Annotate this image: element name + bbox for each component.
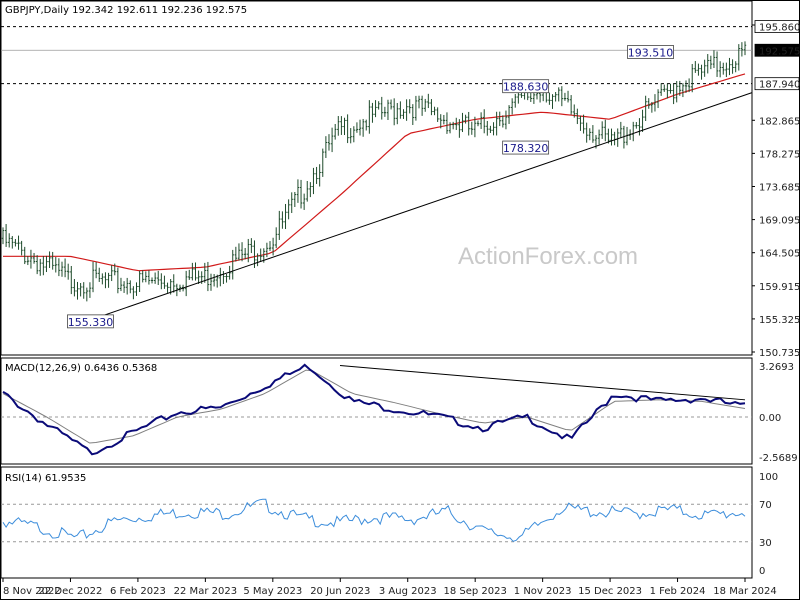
price-y-ticks: 196.770195.860192.575187.940182.865178.2… [752, 20, 800, 359]
price-y-tick: 155.325 [759, 315, 800, 326]
price-label-text: 188.630 [503, 81, 549, 94]
macd-signal-line [2, 369, 746, 444]
macd-panel [0, 357, 753, 465]
price-panel [0, 0, 753, 356]
rsi-y-ticks: 100 70 30 0 [759, 472, 778, 577]
rsi-header: RSI(14) 61.9535 [5, 473, 86, 484]
level-tag-box [754, 43, 800, 57]
rsi-y-tick: 0 [759, 566, 765, 577]
x-tick-label: 6 Feb 2023 [110, 586, 166, 597]
x-tick-label: 8 Nov 2022 [3, 586, 61, 597]
price-bars [1, 41, 747, 302]
macd-y-tick: 0.00 [759, 413, 781, 424]
moving-average [3, 73, 746, 272]
rsi-y-tick: 100 [759, 472, 778, 483]
price-y-tick: 164.505 [759, 249, 800, 260]
rsi-line [2, 498, 746, 542]
price-levels [1, 26, 752, 85]
macd-y-ticks: 3.2693 0.00 -2.5689 [759, 362, 798, 464]
price-y-tick: 187.940 [759, 80, 800, 91]
x-tick-label: 22 Dec 2022 [39, 586, 103, 597]
macd-header: MACD(12,26,9) 0.6436 0.5368 [5, 363, 157, 374]
price-label-193.510: 193.510 [627, 45, 674, 60]
x-tick-label: 1 Feb 2024 [650, 586, 706, 597]
level-tag-box [754, 20, 800, 33]
x-tick-label: 18 Mar 2024 [713, 586, 776, 597]
price-y-tick: 182.865 [759, 116, 800, 127]
price-y-tick: 169.095 [759, 216, 800, 227]
x-tick-label: 3 Aug 2023 [379, 586, 437, 597]
watermark: ActionForex.com [458, 243, 638, 270]
support-trendline [93, 92, 753, 320]
price-header: GBPJPY,Daily 192.342 192.611 192.236 192… [5, 5, 247, 16]
macd-trendline [339, 365, 746, 401]
x-tick-label: 20 Jun 2023 [310, 586, 370, 597]
price-y-tick: 178.275 [759, 149, 800, 160]
price-y-tick: 150.735 [759, 348, 800, 359]
rsi-panel [0, 466, 753, 579]
price-label-text: 193.510 [628, 47, 674, 60]
price-label-box [67, 314, 114, 329]
price-y-tick: 159.915 [759, 282, 800, 293]
ma-line [3, 73, 746, 272]
rsi-y-tick: 70 [759, 500, 772, 511]
macd-line [2, 363, 746, 456]
price-label-188.630: 188.630 [502, 79, 550, 94]
macd-lines [1, 363, 752, 456]
x-tick-label: 15 Dec 2023 [578, 586, 642, 597]
price-label-178.320: 178.320 [502, 140, 550, 155]
rsi-y-tick: 30 [759, 538, 772, 549]
x-tick-label: 1 Nov 2023 [514, 586, 572, 597]
macd-y-tick: -2.5689 [759, 453, 798, 464]
price-label-text: 178.320 [503, 142, 549, 155]
rsi-lines [1, 498, 752, 543]
price-y-tick: 195.860 [759, 23, 800, 34]
level-tag-box [754, 77, 800, 91]
price-y-tick: 192.575 [759, 46, 800, 57]
price-y-tick: 173.685 [759, 182, 800, 193]
price-label-box [502, 140, 550, 155]
price-label-text: 155.330 [68, 316, 114, 329]
price-label-155.330: 155.330 [67, 314, 114, 329]
x-tick-label: 5 May 2023 [243, 586, 302, 597]
x-tick-label: 22 Mar 2023 [174, 586, 237, 597]
price-trendline [93, 92, 753, 320]
price-label-box [627, 45, 674, 59]
x-tick-label: 18 Sep 2023 [443, 586, 506, 597]
price-label-box [502, 79, 550, 94]
macd-y-tick: 3.2693 [759, 362, 794, 373]
price-annotations: 155.330 188.630 178.320 193.510 [67, 45, 674, 329]
